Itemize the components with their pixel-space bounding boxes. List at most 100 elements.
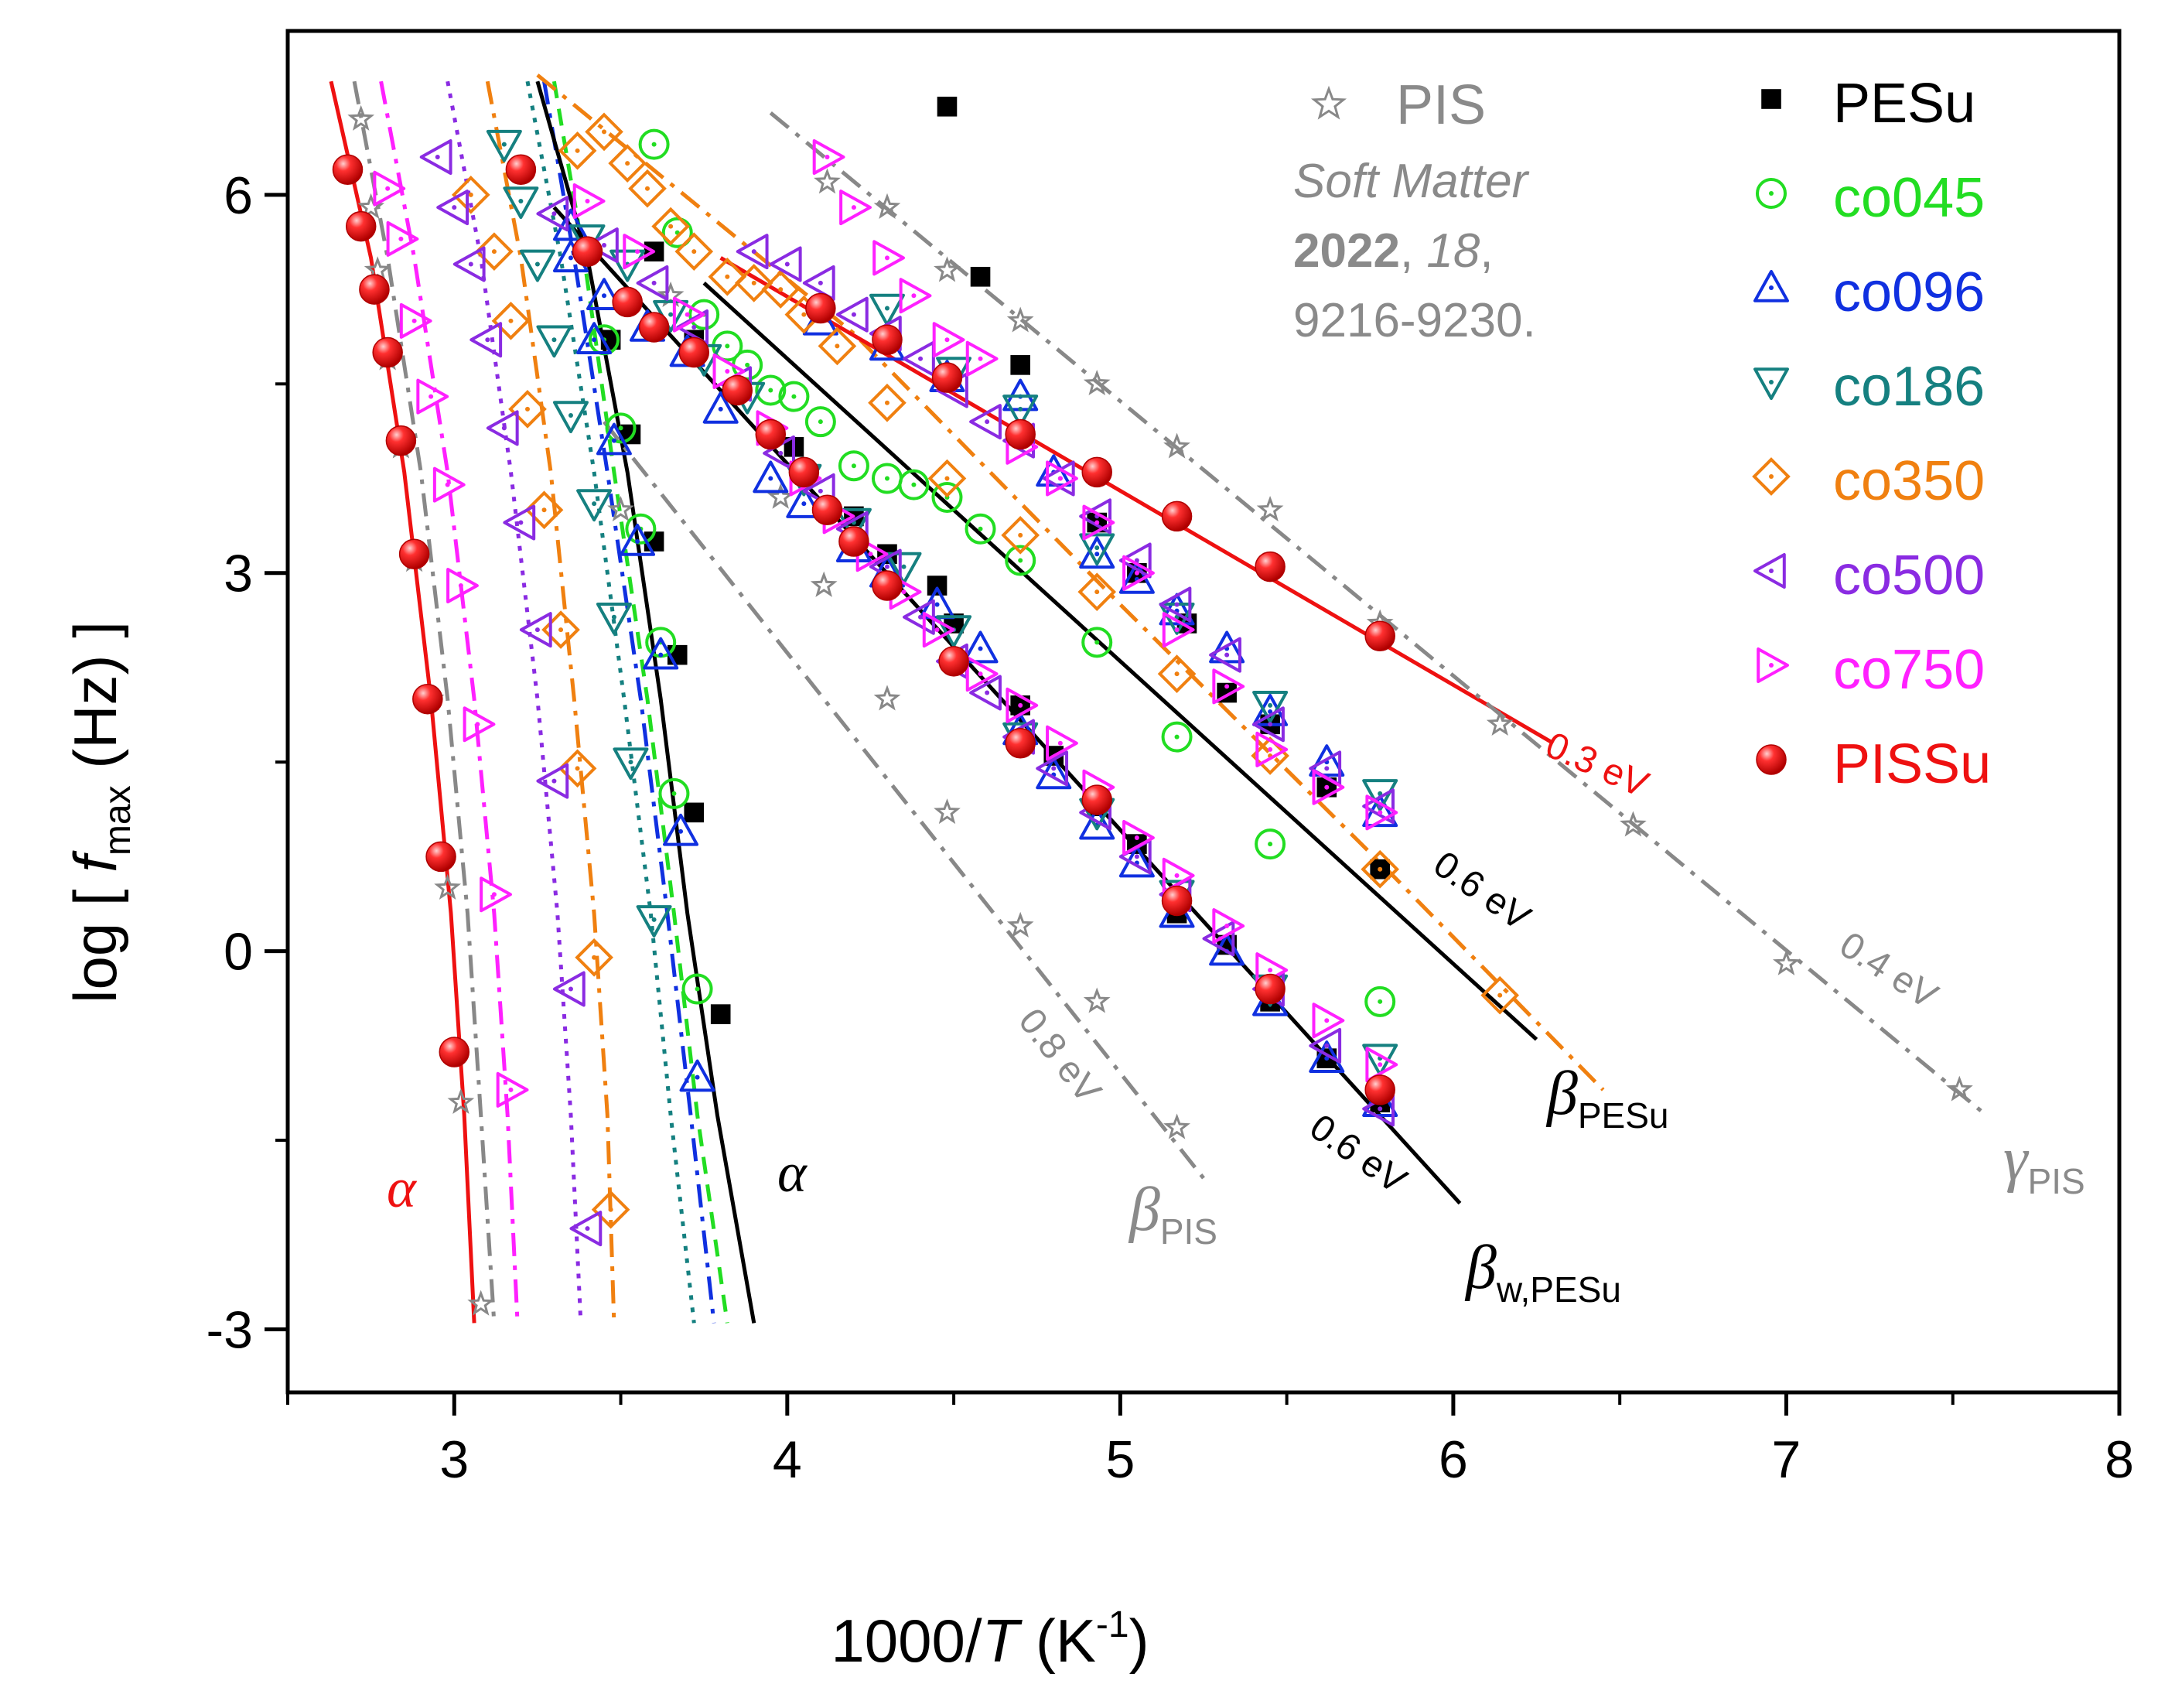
data-point-co350 [1077, 572, 1117, 612]
data-point-co045 [965, 513, 996, 545]
annotation-0-8-ev: 0.8 eV [1010, 1001, 1108, 1111]
y-tick-label: 6 [224, 166, 253, 225]
legend-entry-co500: co500 [1753, 545, 1985, 606]
data-point-co096 [753, 460, 789, 494]
data-point-co350 [674, 232, 714, 272]
data-point-co500 [969, 675, 1002, 711]
reference-citation: 2022, 18, [1293, 224, 1494, 278]
legend-marker-co045 [1756, 178, 1787, 209]
data-point-co045 [838, 450, 869, 482]
annotation-0-6-ev-beta-w-pesu: 0.6 eV [1303, 1107, 1414, 1202]
label-beta-pesu: βPESu [1545, 1060, 1668, 1136]
data-point-pissu [872, 324, 903, 356]
data-point-co500 [436, 190, 469, 226]
data-point-co350 [558, 131, 597, 170]
legend-label-co045: co045 [1833, 167, 1985, 229]
data-point-co750 [965, 340, 999, 377]
legend-marker-co750-icon [1757, 647, 1789, 683]
legend-marker-pissu [1756, 744, 1787, 775]
data-point-co096 [663, 813, 699, 846]
legend-marker-co045-icon [1756, 178, 1787, 209]
data-point-pesu [970, 266, 991, 287]
data-point-pissu [931, 362, 963, 393]
fit-curve-alpha-pissu [329, 80, 476, 1324]
data-point-co750 [463, 706, 496, 743]
data-point-pis [934, 256, 961, 282]
data-point-co750 [399, 302, 432, 339]
fit-curve-gamma-pis-0-4-ev [769, 111, 1988, 1117]
data-point-pis [447, 1088, 475, 1114]
data-point-co096 [596, 422, 632, 456]
legend-label-co500: co500 [1833, 545, 1985, 606]
data-point-pesu [710, 1004, 731, 1024]
legend-marker-co750 [1757, 647, 1789, 683]
data-point-pis [1163, 432, 1190, 459]
data-point-co750 [965, 656, 999, 692]
label-beta-pis: βPIS [1128, 1176, 1217, 1252]
data-point-co186 [519, 249, 555, 282]
y-tick-label: -3 [207, 1301, 253, 1360]
data-point-co350 [541, 610, 580, 649]
data-point-co045 [1005, 545, 1036, 576]
data-point-co096 [620, 524, 656, 556]
data-point-pissu [811, 494, 843, 526]
data-point-co500 [636, 265, 669, 301]
fit-curve-beta-pis-0-8-ev [603, 420, 1205, 1180]
data-point-co750 [1312, 1003, 1345, 1039]
data-point-pis [873, 193, 901, 219]
data-point-co500 [969, 404, 1002, 440]
legend-label-co750: co750 [1833, 639, 1985, 701]
data-point-co500 [419, 138, 452, 175]
data-point-pis [434, 873, 462, 900]
data-point-co350 [818, 326, 857, 366]
data-point-co750 [432, 466, 466, 503]
fit-curve-alpha-co186 [525, 80, 696, 1324]
data-point-co045 [1081, 627, 1113, 658]
legend-marker-co096-icon [1753, 270, 1789, 302]
data-point-pissu [1364, 620, 1395, 651]
x-tick-label: 7 [1772, 1430, 1801, 1489]
data-point-co045 [871, 463, 903, 494]
x-axis-title: 1000/T (K-1) [831, 1604, 1149, 1675]
data-point-co750 [1162, 857, 1195, 893]
data-point-co500 [1252, 706, 1285, 743]
data-point-co096 [643, 637, 679, 670]
data-point-co750 [839, 190, 872, 226]
data-point-co750 [373, 170, 406, 207]
data-point-pissu [1161, 885, 1193, 917]
legend-marker-pissu-icon [1756, 744, 1787, 775]
data-point-co186 [536, 325, 572, 358]
data-point-pissu [678, 336, 710, 368]
data-point-co350 [608, 144, 647, 183]
plot-frame [285, 29, 2122, 1395]
data-point-pissu [788, 456, 820, 488]
data-point-co045 [681, 973, 713, 1005]
data-point-co350 [508, 390, 547, 429]
legend-marker-co186-icon [1753, 367, 1789, 400]
data-point-pissu [872, 570, 903, 601]
data-point-pissu [345, 210, 377, 242]
data-point-co045 [898, 469, 930, 500]
data-point-pesu [1010, 355, 1030, 375]
data-point-co045 [1364, 986, 1396, 1017]
data-point-pis [467, 1290, 495, 1316]
legend-entry-co096: co096 [1753, 261, 1985, 323]
data-point-co500 [1309, 1027, 1342, 1064]
data-point-pissu [372, 336, 403, 368]
data-point-co096 [586, 278, 623, 311]
data-point-pis [1256, 496, 1284, 522]
data-point-co500 [1209, 637, 1241, 673]
data-point-pis [1486, 710, 1514, 736]
data-point-co350 [761, 270, 801, 309]
data-point-co350 [651, 207, 690, 246]
data-point-co096 [1309, 1040, 1345, 1073]
data-point-co350 [591, 1190, 630, 1229]
y-tick-label: 3 [224, 545, 253, 603]
data-point-co750 [1006, 687, 1039, 723]
data-point-pissu [412, 683, 443, 715]
data-point-co186 [1362, 779, 1398, 811]
data-point-co500 [903, 340, 935, 377]
axis-ticks: 3 4 5 6 7 8 -3 0 3 6 [207, 166, 2134, 1489]
data-point-pis [1006, 911, 1034, 938]
data-point-co500 [802, 265, 835, 301]
